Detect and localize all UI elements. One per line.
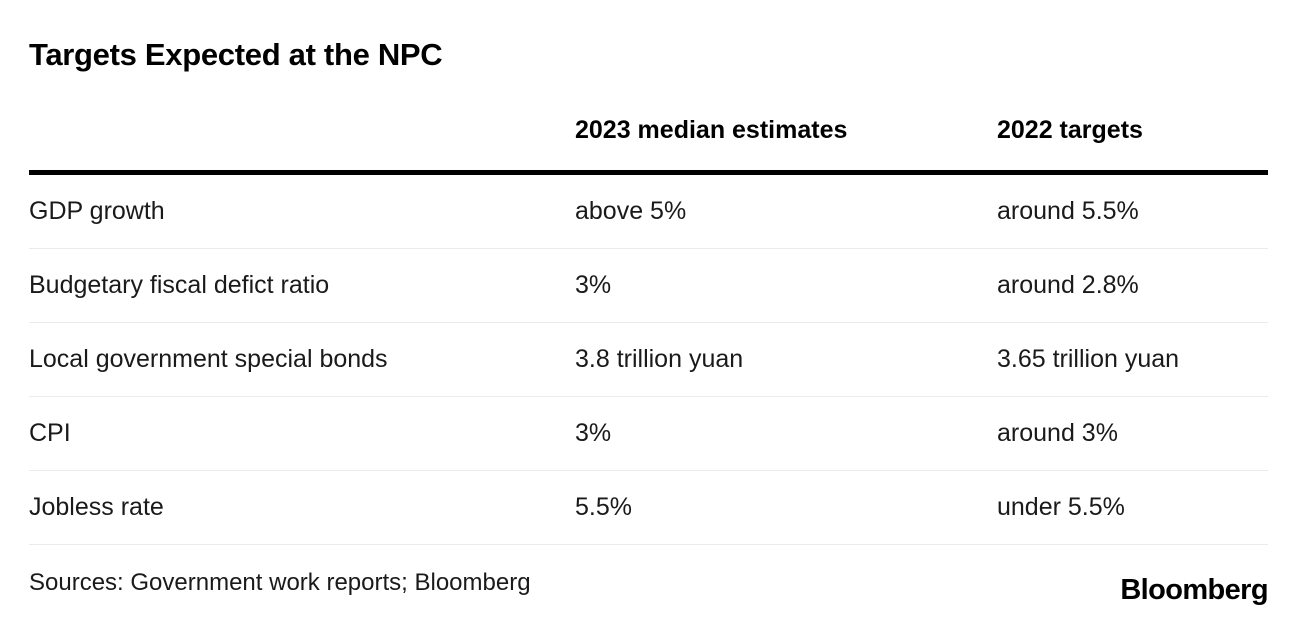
chart-title: Targets Expected at the NPC — [29, 37, 443, 72]
cell-2022-target: 3.65 trillion yuan — [997, 345, 1180, 373]
table-row: GDP growth above 5% around 5.5% — [29, 175, 1268, 249]
table-row: Budgetary fiscal defict ratio 3% around … — [29, 249, 1268, 323]
bloomberg-logo: Bloomberg — [1120, 574, 1268, 606]
row-label: Local government special bonds — [29, 345, 388, 373]
row-label: Budgetary fiscal defict ratio — [29, 271, 330, 299]
cell-2023-estimate: 3% — [575, 419, 612, 447]
table-row: Local government special bonds 3.8 trill… — [29, 323, 1268, 397]
cell-2023-estimate: 5.5% — [575, 493, 632, 521]
cell-2022-target: around 5.5% — [997, 197, 1139, 225]
cell-2022-target: around 2.8% — [997, 271, 1139, 299]
table-row: CPI 3% around 3% — [29, 397, 1268, 471]
chart-container: Targets Expected at the NPC 2023 median … — [29, 37, 1269, 606]
cell-2023-estimate: 3.8 trillion yuan — [575, 345, 744, 373]
table-row: Jobless rate 5.5% under 5.5% — [29, 471, 1268, 545]
table-header-row: 2023 median estimates 2022 targets — [29, 116, 1268, 175]
row-label: GDP growth — [29, 197, 165, 225]
cell-2023-estimate: 3% — [575, 271, 612, 299]
cell-2023-estimate: above 5% — [575, 197, 687, 225]
header-cell-2022-targets: 2022 targets — [997, 116, 1143, 144]
header-cell-empty — [29, 116, 575, 144]
cell-2022-target: under 5.5% — [997, 493, 1125, 521]
cell-2022-target: around 3% — [997, 419, 1118, 447]
chart-footer: Sources: Government work reports; Bloomb… — [29, 569, 1269, 606]
source-note: Sources: Government work reports; Bloomb… — [29, 569, 531, 596]
row-label: CPI — [29, 419, 71, 447]
header-cell-2023-median-estimates: 2023 median estimates — [575, 116, 848, 144]
row-label: Jobless rate — [29, 493, 164, 521]
